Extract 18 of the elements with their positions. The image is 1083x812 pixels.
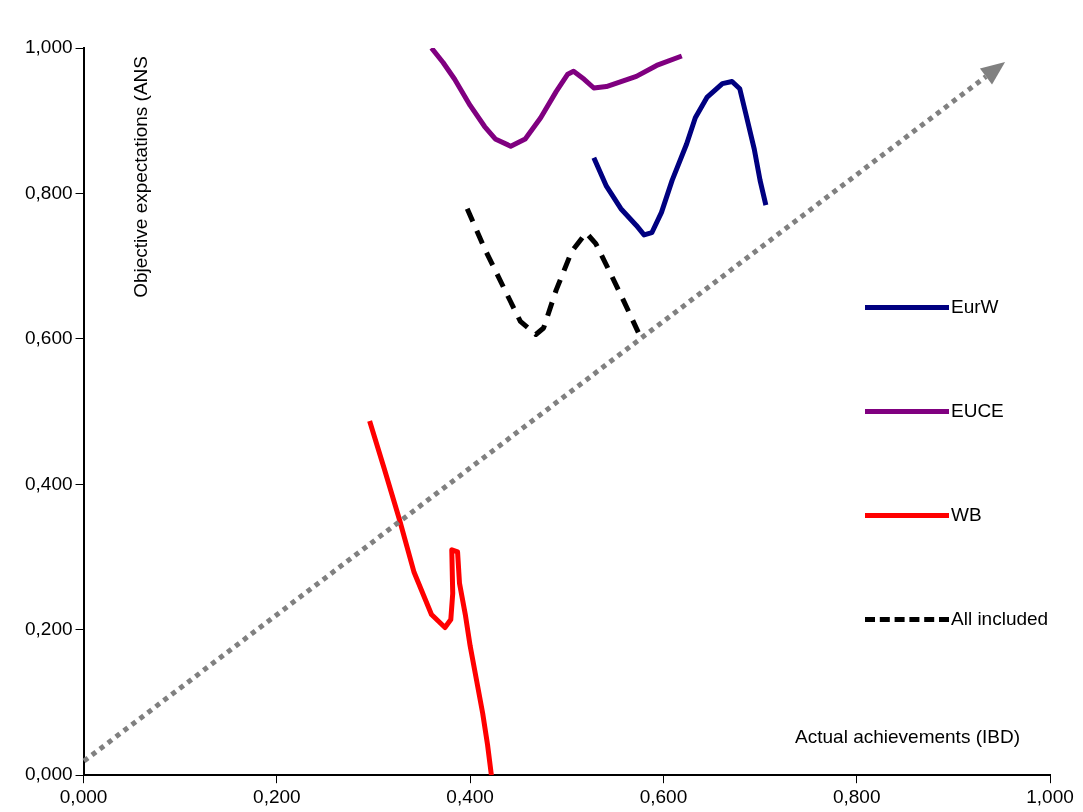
x-tick-label: 0,400 (446, 785, 494, 807)
y-tick-label: 0,600 (25, 327, 73, 349)
y-tick-label: 0,800 (25, 181, 73, 203)
legend-label: EurW (951, 296, 999, 318)
legend-label: EUCE (951, 400, 1004, 422)
x-tick-label: 0,800 (832, 785, 881, 807)
legend-label: All included (951, 608, 1049, 630)
x-axis-title: Actual achievements (IBD) (795, 725, 1020, 747)
x-tick-label: 1,000 (1026, 785, 1074, 807)
y-tick-label: 0,000 (25, 763, 73, 785)
x-tick-label: 0,600 (639, 785, 688, 807)
x-tick-label: 0,000 (59, 785, 108, 807)
y-tick-label: 0,400 (25, 472, 73, 494)
y-axis-title: Objective expectations (ANS (129, 56, 151, 298)
x-tick-label: 0,200 (253, 785, 301, 807)
legend-label: WB (951, 504, 982, 526)
y-tick-label: 0,200 (25, 617, 73, 639)
y-tick-label: 1,000 (25, 36, 73, 58)
